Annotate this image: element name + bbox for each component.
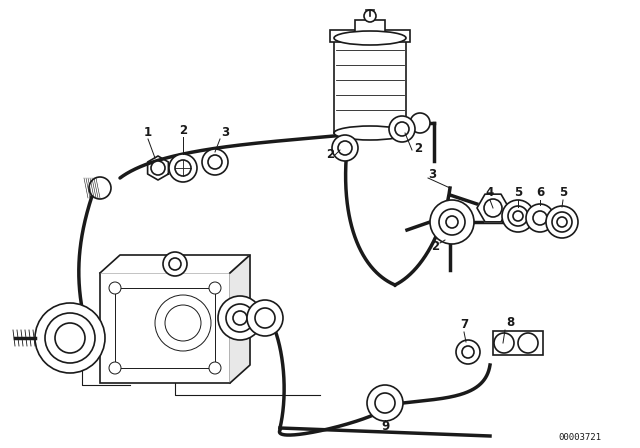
Text: 00003721: 00003721 — [559, 434, 602, 443]
Bar — [355, 20, 385, 32]
Circle shape — [494, 333, 514, 353]
Circle shape — [513, 211, 523, 221]
Circle shape — [526, 204, 554, 232]
Circle shape — [151, 161, 165, 175]
Polygon shape — [100, 255, 250, 273]
Circle shape — [209, 282, 221, 294]
Circle shape — [446, 216, 458, 228]
Circle shape — [165, 305, 201, 341]
Circle shape — [462, 346, 474, 358]
Circle shape — [552, 212, 572, 232]
Circle shape — [169, 154, 197, 182]
Circle shape — [367, 385, 403, 421]
Circle shape — [35, 303, 105, 373]
Text: 6: 6 — [536, 186, 544, 199]
Circle shape — [508, 206, 528, 226]
Text: 2: 2 — [326, 148, 334, 161]
Circle shape — [255, 308, 275, 328]
Circle shape — [175, 160, 191, 176]
Text: 5: 5 — [559, 186, 567, 199]
Text: 5: 5 — [514, 186, 522, 199]
Circle shape — [557, 217, 567, 227]
Circle shape — [518, 333, 538, 353]
Circle shape — [202, 149, 228, 175]
Text: 2: 2 — [414, 142, 422, 155]
Circle shape — [395, 122, 409, 136]
Bar — [334, 38, 406, 133]
Circle shape — [364, 10, 376, 22]
Polygon shape — [477, 194, 509, 222]
Circle shape — [218, 296, 262, 340]
Text: 8: 8 — [506, 316, 514, 329]
Ellipse shape — [334, 126, 406, 140]
Ellipse shape — [334, 31, 406, 45]
Circle shape — [109, 362, 121, 374]
Circle shape — [375, 393, 395, 413]
Circle shape — [247, 300, 283, 336]
Circle shape — [109, 282, 121, 294]
Circle shape — [410, 113, 430, 133]
Circle shape — [389, 116, 415, 142]
Circle shape — [430, 200, 474, 244]
Text: 2: 2 — [179, 124, 187, 137]
Text: 2: 2 — [431, 240, 439, 253]
Circle shape — [208, 155, 222, 169]
Circle shape — [439, 209, 465, 235]
Circle shape — [484, 199, 502, 217]
Circle shape — [155, 295, 211, 351]
Circle shape — [45, 313, 95, 363]
Circle shape — [55, 323, 85, 353]
Circle shape — [456, 340, 480, 364]
Circle shape — [502, 200, 534, 232]
Bar — [100, 273, 230, 383]
Text: 4: 4 — [486, 186, 494, 199]
Circle shape — [226, 304, 254, 332]
Circle shape — [546, 206, 578, 238]
Polygon shape — [230, 255, 250, 383]
Circle shape — [209, 362, 221, 374]
Circle shape — [169, 258, 181, 270]
Circle shape — [533, 211, 547, 225]
Circle shape — [163, 252, 187, 276]
Text: 7: 7 — [460, 319, 468, 332]
Text: 3: 3 — [221, 125, 229, 138]
Text: 3: 3 — [428, 168, 436, 181]
Text: 9: 9 — [381, 419, 389, 432]
Circle shape — [332, 135, 358, 161]
Bar — [493, 331, 543, 355]
Bar — [330, 30, 410, 42]
Text: 1: 1 — [144, 125, 152, 138]
Bar — [115, 288, 215, 368]
Circle shape — [233, 311, 247, 325]
Circle shape — [338, 141, 352, 155]
Ellipse shape — [89, 177, 111, 199]
